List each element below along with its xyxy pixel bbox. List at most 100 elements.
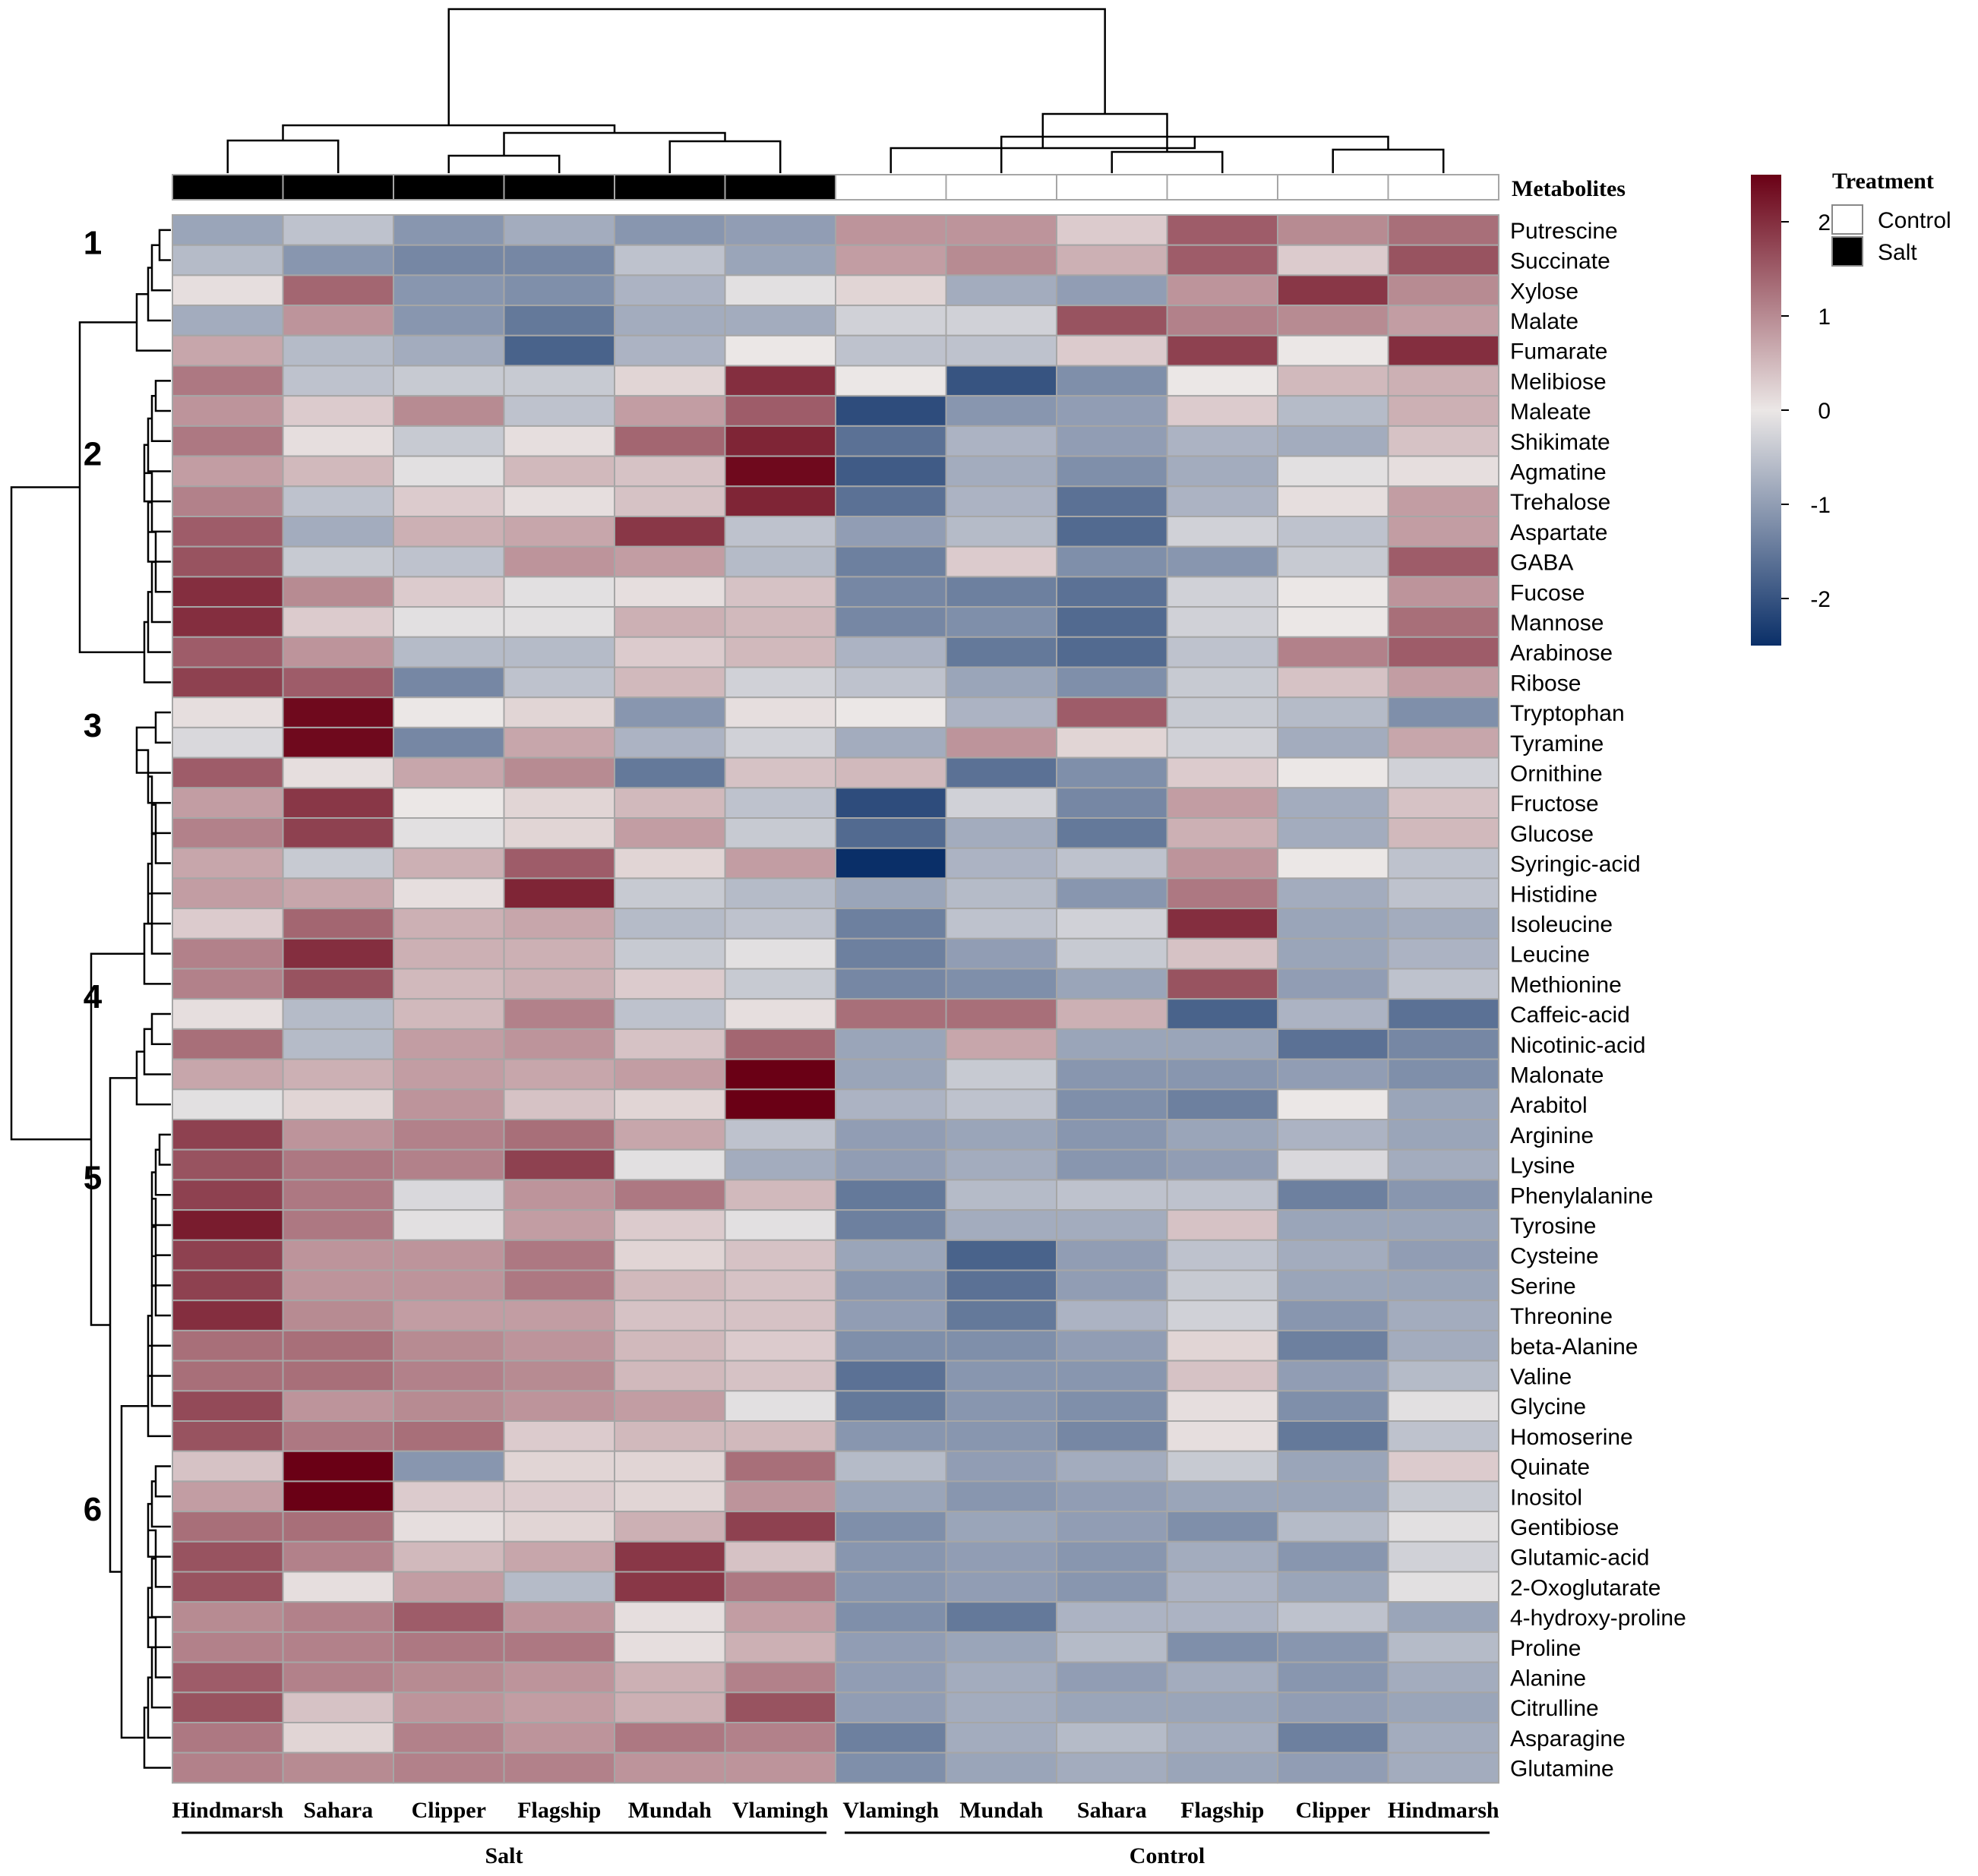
heatmap-cell [172,1209,284,1241]
heatmap-cell [1277,425,1389,457]
heatmap-cell [614,1329,726,1362]
heatmap-cell [1387,817,1499,849]
heatmap-cell [393,1571,505,1603]
heatmap-cell [282,244,394,276]
heatmap-cell [724,1601,836,1633]
heatmap-cell [614,787,726,820]
heatmap-cell [1277,636,1389,668]
heatmap-cell [282,696,394,728]
heatmap-cell [393,214,505,246]
heatmap-cell [614,1571,726,1603]
heatmap-cell [614,696,726,728]
treatment-legend-title: Treatment [1832,169,1934,194]
heatmap-cell [1387,968,1499,1000]
heatmap-cell [503,1058,615,1091]
row-label: Succinate [1510,249,1610,274]
heatmap-cell [503,1571,615,1603]
group-label: Control [1130,1843,1205,1868]
heatmap-cell [835,1480,947,1513]
heatmap-cell [835,1269,947,1302]
row-labels: Putrescine Succinate Xylose Malate Fumarate M… [1510,219,1686,1782]
heatmap-cell [945,666,1057,699]
heatmap-cell [614,877,726,910]
heatmap-cell [172,1691,284,1724]
heatmap-cell [172,1088,284,1121]
heatmap-cell [282,1058,394,1091]
heatmap-cell [1277,334,1389,367]
heatmap-cell [172,1480,284,1513]
heatmap-cell [614,1028,726,1060]
heatmap-cell [1277,274,1389,307]
heatmap-cell [614,1239,726,1271]
heatmap-cell [172,1631,284,1663]
heatmap-cell [945,334,1057,367]
heatmap-cell [1387,274,1499,307]
heatmap-cell [1387,485,1499,517]
heatmap-cell [724,425,836,457]
heatmap-cell [282,1209,394,1241]
heatmap-cell [282,1300,394,1331]
heatmap-cell [503,425,615,457]
heatmap-cell [835,636,947,668]
heatmap-cell [503,1480,615,1513]
heatmap-cell [724,666,836,699]
heatmap-cell [282,1661,394,1694]
heatmap-cell [172,425,284,457]
heatmap-cell [1387,756,1499,789]
column-label: Sahara [1077,1798,1147,1823]
heatmap-cell [1387,455,1499,488]
heatmap-cell [1277,968,1389,1000]
heatmap-cell [1166,1269,1278,1302]
heatmap-cell [614,666,726,699]
row-label: Melibiose [1510,369,1607,394]
row-label: Putrescine [1510,219,1618,244]
heatmap-cell [1166,606,1278,638]
heatmap-cell [282,1751,394,1784]
heatmap-cell [835,1691,947,1724]
heatmap-cell [1056,1571,1168,1603]
heatmap-cell [945,1088,1057,1121]
heatmap-cell [1277,455,1389,488]
heatmap-cell [393,1360,505,1392]
heatmap-cell [393,395,505,427]
annotation-cell [614,174,726,201]
heatmap-cell [393,1088,505,1121]
cluster-labels: 1 2 3 4 5 6 [84,225,103,1528]
heatmap-cell [172,334,284,367]
heatmap-cell [503,1661,615,1694]
heatmap-cell [1056,817,1168,849]
heatmap-cell [1387,214,1499,246]
heatmap-cell [614,425,726,457]
heatmap-cell [614,1480,726,1513]
heatmap-cell [724,1751,836,1784]
heatmap-cell [1166,1088,1278,1121]
heatmap-cell [393,756,505,789]
heatmap-cell [503,1239,615,1271]
heatmap-cell [945,274,1057,307]
scale-tick-label: 0 [1818,399,1831,424]
heatmap-cell [172,455,284,488]
heatmap-cell [1387,636,1499,668]
heatmap-cell [503,576,615,608]
heatmap-cell [724,1450,836,1483]
heatmap-cell [1277,1058,1389,1091]
heatmap-cell [393,1722,505,1754]
heatmap-cell [282,908,394,940]
heatmap-cell [393,244,505,276]
heatmap-cell [945,485,1057,517]
row-dendrogram [10,229,171,1769]
heatmap-cell [1166,726,1278,759]
heatmap-cell [945,1722,1057,1754]
heatmap-cell [282,1269,394,1302]
heatmap-cell [393,1209,505,1241]
heatmap-cell [503,214,615,246]
heatmap-cell [503,1631,615,1663]
heatmap-cell [835,1601,947,1633]
heatmap-cell [393,968,505,1000]
cluster-label: 4 [84,978,103,1015]
heatmap-cell [503,1450,615,1483]
heatmap-cell [282,636,394,668]
row-label: Lysine [1510,1154,1575,1179]
heatmap-cell [172,908,284,940]
